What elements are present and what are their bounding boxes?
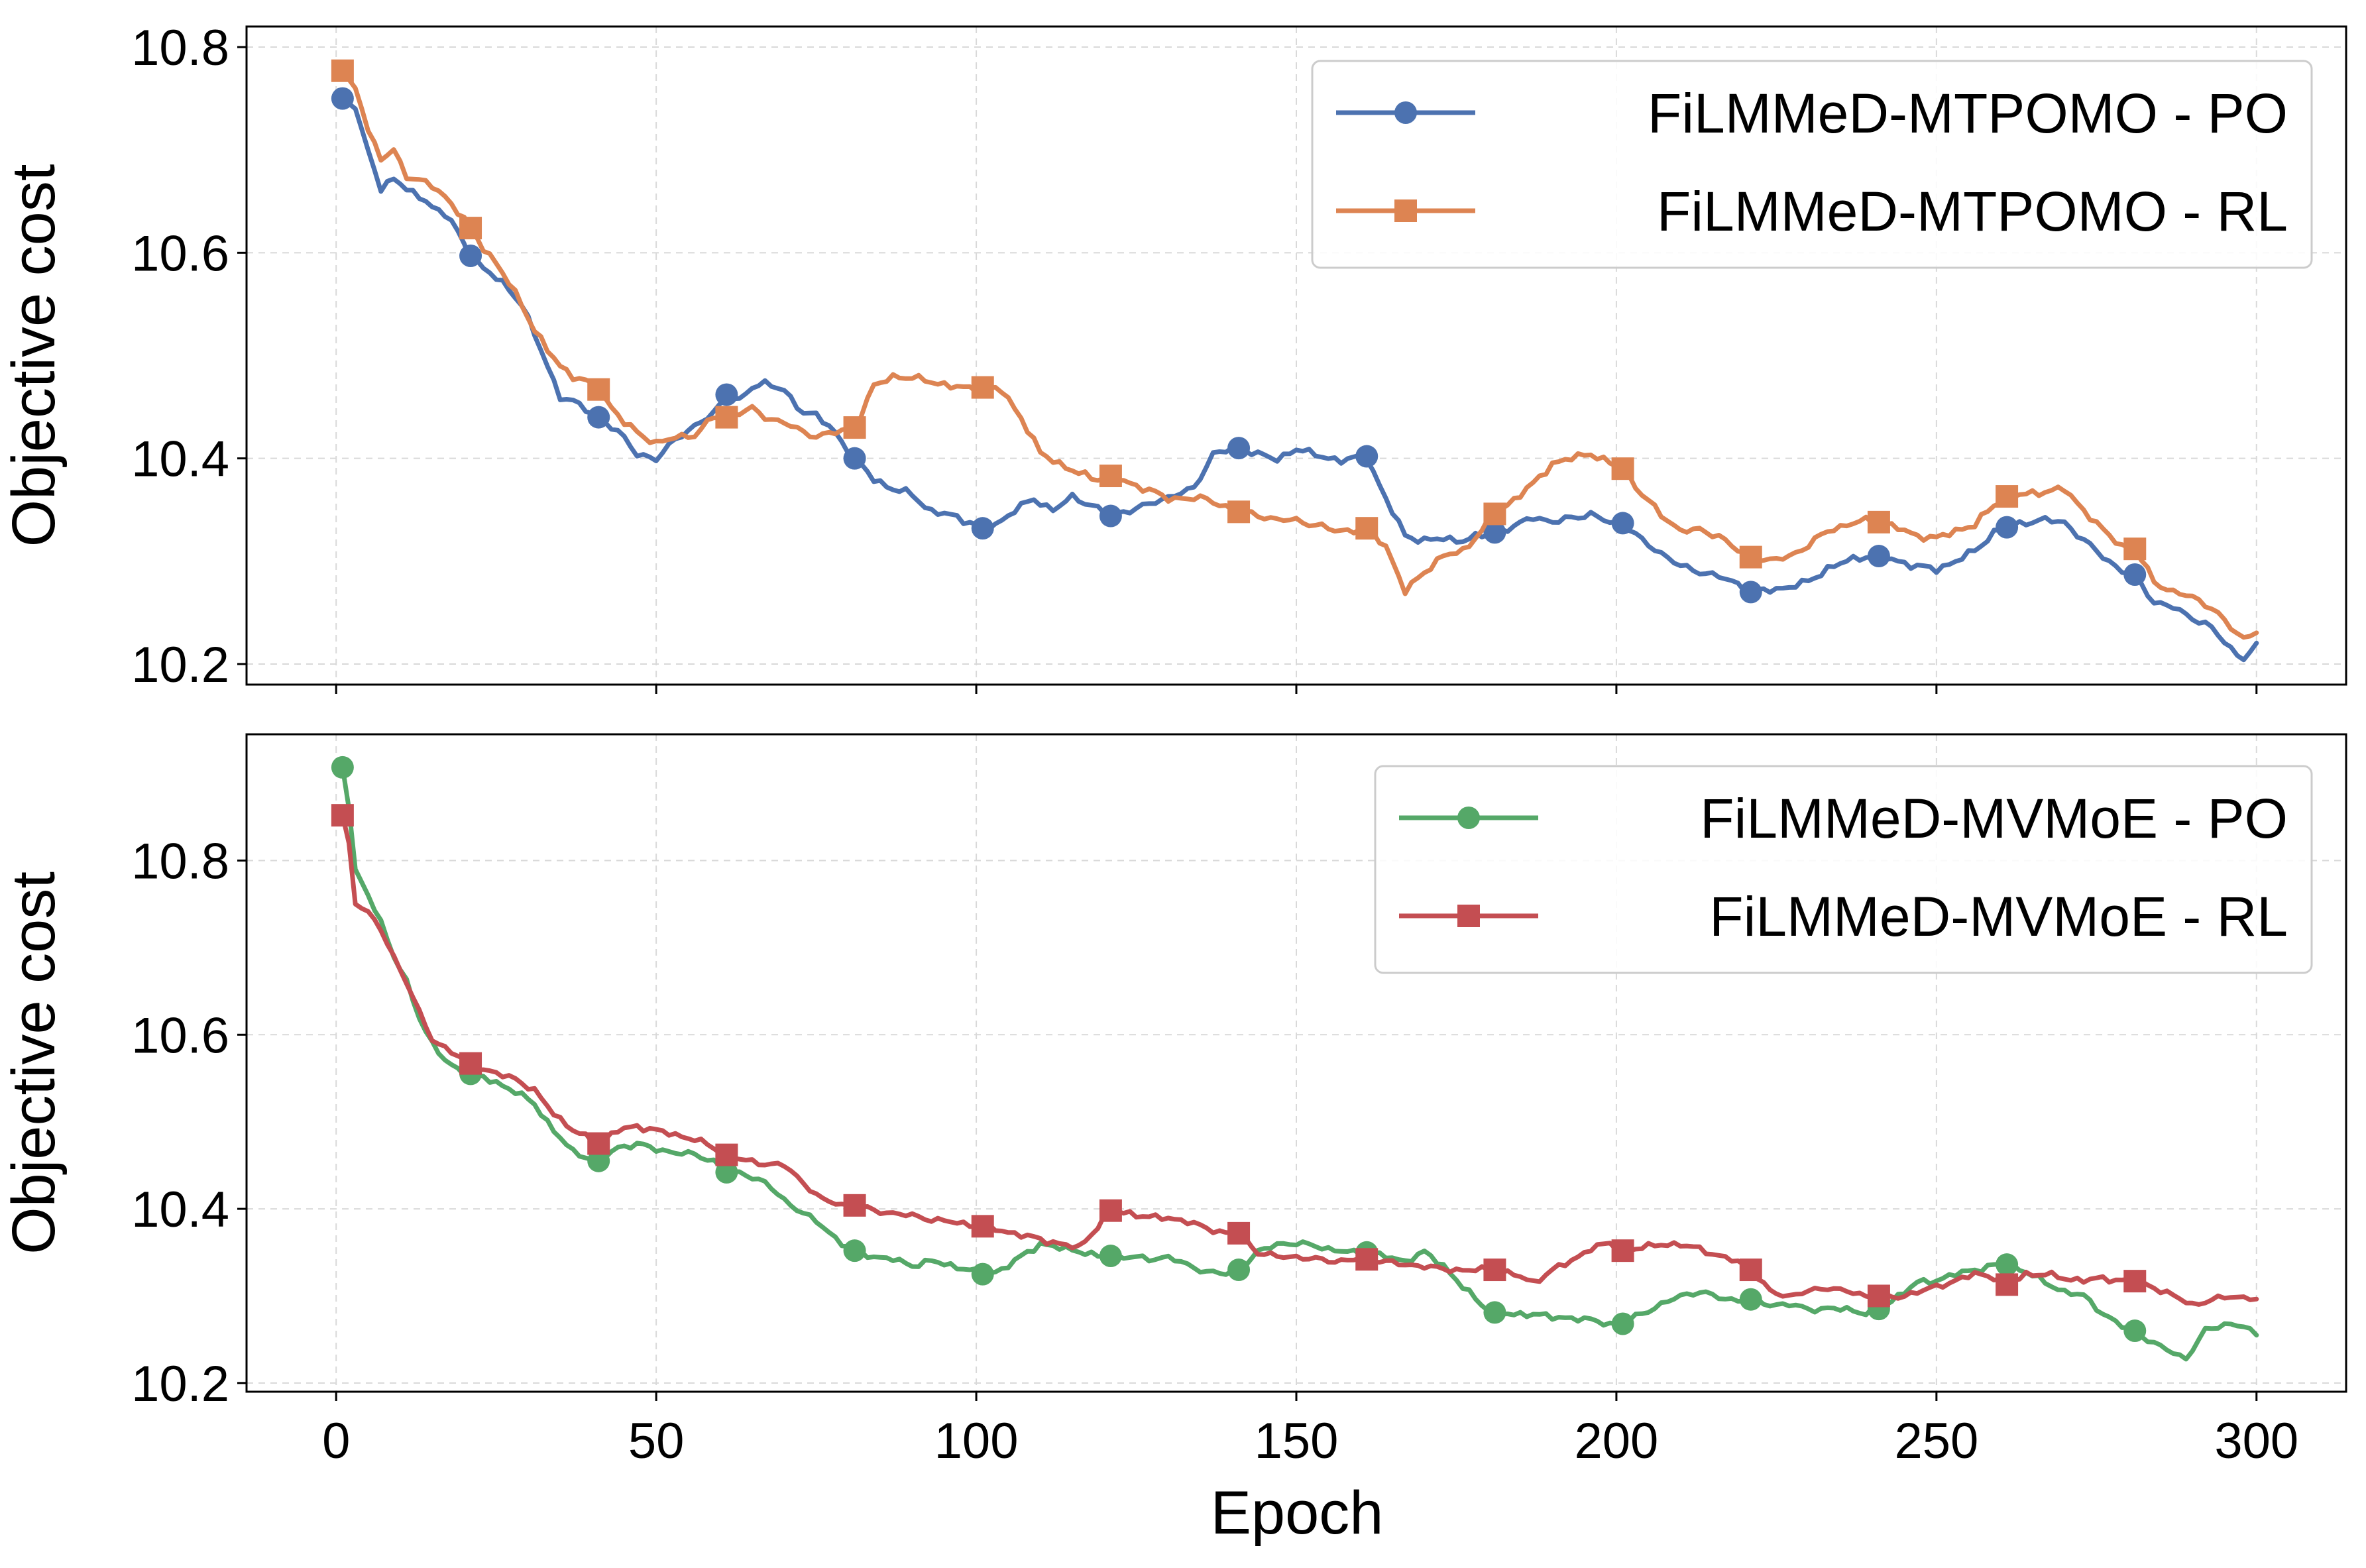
y-tick-label: 10.8 [131,20,229,76]
y-tick-label: 10.6 [131,225,229,282]
data-point-marker [1227,500,1251,524]
data-point-marker [1996,516,2019,539]
data-point-marker [1483,1259,1506,1282]
y-tick-label: 10.2 [131,1356,229,1412]
data-point-marker [971,517,994,540]
data-point-marker [971,376,994,399]
data-point-marker [1355,517,1379,540]
legend-marker [1457,905,1480,927]
y-tick-label: 10.4 [131,1182,229,1238]
data-point-marker [1867,510,1890,533]
data-point-marker [1099,1199,1122,1222]
data-point-marker [459,1052,482,1075]
data-point-marker [715,1160,738,1184]
data-point-marker [1611,512,1634,535]
y-axis-label: Objective cost [0,871,68,1255]
data-point-marker [1099,465,1122,488]
series-line [340,765,2259,1362]
data-point-marker [1867,545,1890,568]
data-point-marker [331,87,354,110]
data-point-marker [2123,537,2147,561]
x-tick-label: 250 [1894,1413,1978,1469]
data-point-marker [971,1215,994,1238]
data-point-marker [1483,1301,1506,1324]
y-tick-label: 10.8 [131,834,229,890]
x-tick-label: 300 [2214,1413,2298,1469]
legend-label: FiLMMeD-MVMoE - RL [1709,885,2288,948]
data-point-marker [1227,1221,1251,1245]
legend-marker [1457,807,1480,829]
data-point-marker [1099,504,1122,528]
x-tick-label: 200 [1575,1413,1659,1469]
y-axis-label: Objective cost [0,164,68,547]
y-tick-label: 10.4 [131,431,229,488]
data-point-marker [1867,1284,1890,1308]
data-point-marker [1355,1248,1379,1271]
y-tick-label: 10.2 [131,637,229,693]
data-point-marker [1996,485,2019,508]
legend-box [1311,60,2313,269]
legend-label: FiLMMeD-MTPOMO - RL [1657,180,2288,243]
x-tick-label: 50 [628,1413,685,1469]
data-point-marker [843,447,866,470]
data-point-marker [1611,1312,1634,1335]
x-tick-label: 100 [934,1413,1019,1469]
data-point-marker [331,804,354,827]
top-chart-panel: 10.2 10.4 10.6 10.8 Objective cost FiLMMeD-MT… [0,20,2347,694]
data-point-marker [1483,502,1506,526]
x-tick-label: 150 [1255,1413,1339,1469]
legend-marker [1394,199,1417,222]
legend-label: FiLMMeD-MTPOMO - PO [1648,82,2288,144]
y-tick-label: 10.6 [131,1007,229,1064]
data-point-marker [1739,1288,1762,1311]
data-point-marker [843,1239,866,1262]
series-line [340,68,2259,640]
data-point-marker [587,406,610,429]
series-line [340,812,2259,1307]
data-point-marker [587,378,610,401]
data-point-marker [843,1194,866,1217]
x-axis-label: Epoch [1211,1479,1384,1547]
data-point-marker [1611,457,1634,480]
bottom-chart-panel: 10.2 10.4 10.6 10.8 0 50 100 150 200 250 300 Object… [0,733,2347,1469]
data-point-marker [715,383,738,406]
data-point-marker [459,217,482,240]
data-point-marker [1483,521,1506,544]
data-point-marker [1099,1245,1122,1268]
data-point-marker [1227,1259,1251,1282]
series-line [340,96,2259,663]
data-point-marker [331,59,354,82]
x-tick-label: 0 [322,1413,350,1469]
legend-label: FiLMMeD-MVMoE - PO [1700,787,2288,850]
data-point-marker [331,756,354,779]
data-point-marker [971,1262,994,1286]
legend-marker [1394,101,1417,124]
data-point-marker [459,244,482,267]
data-point-marker [715,406,738,429]
legend: FiLMMeD-MVMoE - PO FiLMMeD-MVMoE - RL [1374,765,2313,974]
data-point-marker [587,1149,610,1172]
data-point-marker [2123,563,2147,586]
data-point-marker [843,416,866,439]
legend: FiLMMeD-MTPOMO - PO FiLMMeD-MTPOMO - RL [1311,60,2313,269]
data-point-marker [715,1143,738,1166]
data-point-marker [1739,545,1762,569]
data-point-marker [1611,1239,1634,1262]
data-point-marker [1227,437,1251,460]
data-point-marker [1739,1259,1762,1282]
data-point-marker [1996,1253,2019,1276]
data-point-marker [587,1132,610,1155]
data-point-marker [1996,1273,2019,1296]
data-point-marker [2123,1319,2147,1343]
data-point-marker [1739,581,1762,604]
data-point-marker [1355,445,1379,468]
data-point-marker [2123,1270,2147,1293]
legend-box [1374,765,2313,974]
